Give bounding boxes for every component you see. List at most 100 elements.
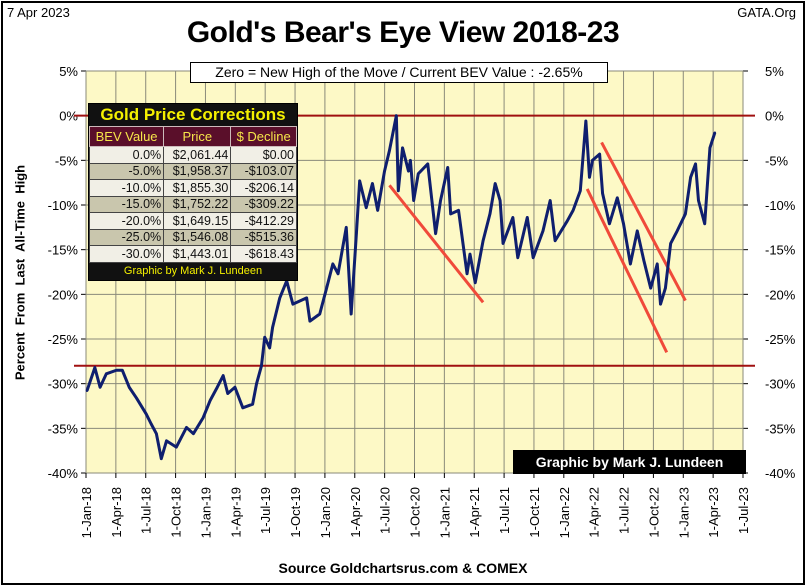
bev-data-point: [474, 281, 477, 284]
bev-data-point: [255, 382, 258, 385]
cell-price: $2,061.44: [163, 146, 232, 164]
bev-data-point: [656, 262, 659, 266]
bev-data-point: [493, 182, 497, 185]
bev-data-point: [588, 176, 591, 179]
bev-data-point: [216, 386, 219, 389]
trend-line: [585, 188, 669, 354]
bev-data-point: [105, 372, 108, 376]
header-decline: $ Decline: [230, 126, 297, 147]
bev-value-box: Zero = New High of the Move / Current BE…: [190, 62, 608, 83]
y-tick-label: -30%: [48, 377, 79, 392]
bev-data-point: [241, 406, 245, 409]
bev-data-point: [708, 146, 712, 150]
bev-data-point: [676, 229, 679, 233]
bev-data-point: [591, 159, 594, 162]
bev-data-point: [308, 319, 312, 323]
y-tick-label: 0%: [59, 109, 78, 124]
bev-data-point: [365, 206, 368, 209]
bev-data-point: [465, 272, 469, 275]
table-row: 0.0% $2,061.44 $0.00: [88, 146, 297, 164]
corrections-table: Gold Price Corrections BEV Value Price $…: [88, 103, 298, 281]
cell-decline: -$515.36: [230, 228, 297, 246]
bev-data-point: [388, 149, 391, 152]
bev-data-point: [98, 386, 102, 389]
bev-data-point: [622, 222, 625, 225]
x-tick-label: 1-Jul-21: [497, 487, 512, 534]
bev-data-point: [457, 209, 460, 212]
y-tick-label-right: -5%: [765, 153, 789, 168]
x-tick-label: 1-Jan-19: [198, 487, 213, 538]
bev-data-point: [481, 239, 485, 242]
x-tick-label: 1-Jul-23: [736, 487, 751, 534]
bev-data-point: [121, 369, 124, 372]
bev-data-point: [694, 162, 697, 166]
x-tick-label: 1-Jul-18: [139, 487, 154, 534]
bev-data-point: [446, 166, 449, 169]
bev-data-point: [526, 216, 529, 219]
bev-data-point: [669, 242, 672, 245]
bev-data-point: [185, 426, 188, 429]
bev-data-point: [426, 162, 429, 166]
table-row: -10.0% $1,855.30 -$206.14: [88, 179, 297, 197]
y-tick-label: -40%: [48, 466, 79, 481]
bev-data-point: [409, 159, 412, 162]
y-tick-label: -20%: [48, 287, 79, 302]
bev-data-point: [208, 399, 212, 402]
header-price: Price: [163, 126, 232, 147]
bev-data-point: [260, 364, 263, 367]
bev-data-point: [263, 336, 266, 339]
bev-data-point: [93, 366, 97, 369]
bev-data-point: [664, 286, 667, 290]
bev-data-point: [642, 259, 646, 262]
bev-data-point: [689, 176, 692, 179]
x-tick-label: 1-Jan-23: [676, 487, 691, 538]
bev-data-point: [501, 242, 505, 245]
bev-data-point: [135, 396, 138, 400]
bev-data-point: [684, 212, 687, 216]
bev-data-point: [616, 196, 619, 200]
bev-data-point: [541, 229, 545, 233]
x-tick-label: 1-Apr-20: [348, 487, 363, 538]
x-tick-label: 1-Oct-19: [288, 487, 303, 538]
y-tick-label-right: -25%: [765, 332, 796, 347]
bev-data-point: [636, 229, 639, 233]
y-tick-label: -5%: [55, 153, 79, 168]
bev-data-point: [629, 262, 632, 266]
trend-line: [600, 141, 687, 302]
x-tick-label: 1-Jan-21: [437, 487, 452, 538]
bev-data-point: [434, 232, 437, 235]
bev-data-point: [85, 389, 89, 393]
bev-data-point: [713, 131, 717, 134]
y-tick-label: -25%: [48, 332, 79, 347]
bev-data-point: [221, 374, 225, 377]
bev-data-point: [268, 346, 271, 350]
bev-data-point: [417, 172, 420, 175]
bev-data-point: [318, 312, 321, 316]
cell-bev: -20.0%: [88, 212, 165, 230]
cell-decline: -$309.22: [230, 195, 297, 213]
y-tick-label-right: -10%: [765, 198, 796, 213]
bev-data-point: [703, 222, 706, 225]
bev-data-point: [571, 209, 575, 212]
y-tick-label-right: -30%: [765, 377, 796, 392]
bev-data-point: [498, 199, 502, 202]
bev-data-point: [155, 432, 158, 435]
x-tick-label: 1-Jul-19: [258, 487, 273, 534]
x-tick-label: 1-Jul-20: [378, 487, 393, 534]
cell-decline: -$103.07: [230, 162, 297, 180]
bev-data-point: [584, 119, 588, 123]
bev-data-point: [397, 189, 400, 192]
cell-price: $1,546.08: [163, 228, 232, 246]
bev-data-point: [192, 432, 195, 435]
bev-data-point: [449, 212, 452, 216]
bev-data-point: [291, 302, 295, 306]
cell-decline: $0.00: [230, 146, 297, 164]
bev-data-point: [697, 199, 700, 202]
cell-bev: -25.0%: [88, 228, 165, 246]
bev-data-point: [305, 296, 308, 300]
bev-data-point: [488, 212, 492, 216]
x-tick-label: 1-Apr-19: [228, 487, 243, 538]
y-tick-label: -35%: [48, 421, 79, 436]
bev-data-point: [468, 252, 472, 256]
